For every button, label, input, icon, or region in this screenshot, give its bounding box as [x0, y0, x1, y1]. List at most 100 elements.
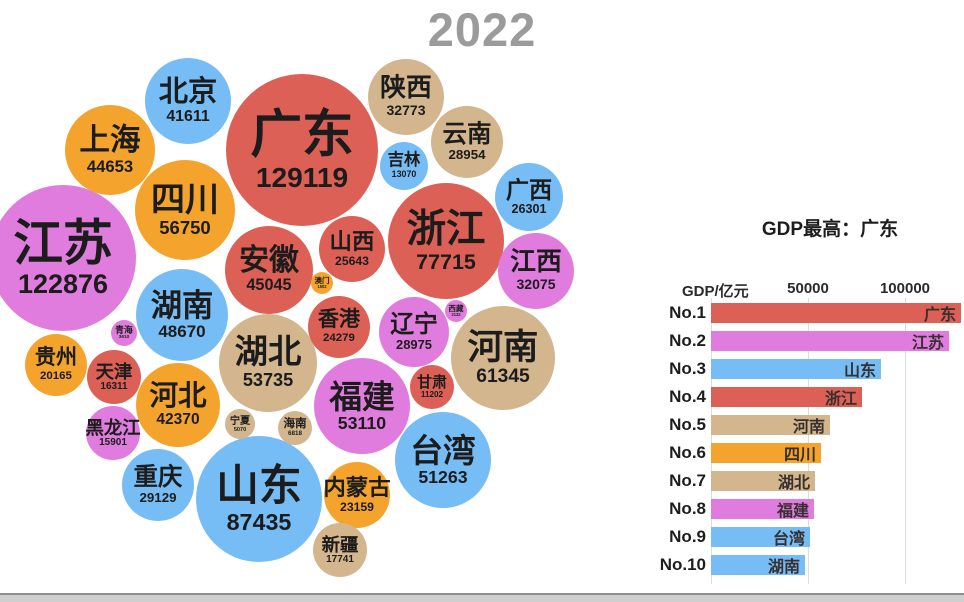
ranking-bar: 湖北 — [711, 471, 815, 492]
ranking-row: No.7 湖北 — [640, 471, 964, 492]
bar-region-label: 河南 — [792, 419, 825, 436]
rank-label: No.1 — [669, 303, 706, 322]
bubble-region-name: 浙江 — [406, 207, 486, 252]
rank-label: No.5 — [669, 415, 706, 434]
bubble-region-name: 四川 — [151, 180, 219, 219]
bubble-region-value: 15901 — [99, 436, 127, 448]
bottom-progress-strip — [0, 593, 964, 602]
bubble-region-value: 11202 — [420, 389, 444, 399]
bubble-region-name: 台湾 — [410, 431, 476, 469]
bubble-region-value: 41611 — [166, 108, 210, 126]
bubble: 台湾 51263 — [395, 412, 491, 508]
gridline — [808, 298, 809, 584]
bubble: 北京 41611 — [145, 58, 231, 144]
ranking-bar: 台湾 — [711, 527, 810, 548]
bubble-region-value: 56750 — [159, 217, 211, 239]
bubble-region-name: 江苏 — [13, 214, 113, 271]
bubble-region-name: 山西 — [329, 229, 375, 255]
bubble-region-name: 北京 — [158, 75, 218, 108]
ranking-bar: 福建 — [711, 499, 814, 520]
bubble: 浙江 77715 — [388, 183, 504, 299]
highest-gdp-label: GDP最高：广东 — [761, 219, 899, 240]
ranking-panel: GDP最高：广东 GDP/亿元 50000 100000 No.1 广东 No.2 江苏 N… — [640, 200, 964, 590]
bubble-region-name: 宁夏 — [229, 415, 251, 427]
bubble-region-value: 61345 — [476, 365, 530, 387]
bubble-region-name: 江西 — [510, 248, 562, 277]
bubble-region-name: 湖北 — [234, 334, 302, 372]
rank-label: No.10 — [659, 555, 706, 574]
rank-label: No.4 — [669, 387, 706, 406]
bubble-region-name: 香港 — [317, 308, 361, 332]
rank-label: No.8 — [669, 499, 706, 518]
bubble-region-value: 122876 — [17, 269, 109, 300]
bar-region-label: 浙江 — [824, 391, 857, 408]
bubble-region-name: 上海 — [79, 123, 141, 158]
bubble-region-value: 13070 — [391, 169, 417, 180]
bubble-region-name: 青海 — [115, 324, 133, 335]
rank-label: No.7 — [669, 471, 706, 490]
ranking-row: No.8 福建 — [640, 499, 964, 520]
bubble-region-value: 87435 — [226, 508, 292, 535]
bubble: 广西 26301 — [495, 163, 563, 231]
bubble-region-value: 53110 — [337, 413, 387, 434]
bubble-region-name: 辽宁 — [390, 311, 438, 339]
bar-region-label: 江苏 — [911, 335, 944, 352]
bubble-region-value: 23159 — [340, 499, 374, 514]
ranking-row: No.1 广东 — [640, 303, 964, 324]
ranking-bar: 广东 — [711, 303, 961, 324]
bubble: 河南 61345 — [451, 306, 555, 410]
bubble: 甘肃 11202 — [410, 365, 454, 409]
bubble-region-name: 福建 — [329, 377, 395, 415]
bubble: 西藏 2132 — [445, 300, 467, 322]
bubble-region-name: 吉林 — [387, 151, 421, 170]
bubble-region-value: 6818 — [288, 429, 302, 437]
bubble: 陕西 32773 — [368, 59, 444, 135]
bubble-region-value: 5070 — [233, 426, 247, 433]
bubble-region-name: 广西 — [505, 176, 553, 203]
bubble: 广东 129119 — [226, 74, 378, 226]
bubble-region-name: 海南 — [283, 418, 307, 431]
bubble-region-name: 陕西 — [380, 74, 432, 103]
ranking-bar: 江苏 — [711, 331, 949, 352]
bubble-region-value: 53735 — [242, 370, 294, 391]
bubble-region-value: 44653 — [86, 156, 134, 176]
bubble-region-name: 贵州 — [34, 346, 78, 370]
bar-region-label: 湖南 — [767, 559, 800, 576]
bubble-region-value: 25643 — [335, 253, 369, 268]
bubble-region-name: 黑龙江 — [85, 416, 141, 438]
ranking-bar: 湖南 — [711, 555, 805, 576]
bubble-chart: 广东 129119 江苏 122876 山东 87435 浙江 77715 河南 61345 四川 5… — [0, 58, 574, 577]
year-title: 2022 — [427, 3, 537, 56]
ranking-bar: 浙江 — [711, 387, 862, 408]
bar-region-label: 台湾 — [772, 531, 805, 548]
bubble-region-value: 28954 — [448, 147, 486, 163]
bubble-region-value: 3610 — [118, 335, 130, 341]
bubble: 吉林 13070 — [380, 142, 428, 190]
bubble-region-name: 河北 — [149, 380, 207, 413]
bubble-region-value: 2132 — [451, 311, 461, 317]
gridline — [905, 298, 906, 584]
bubble-region-name: 澳门 — [314, 275, 330, 285]
rank-label: No.9 — [669, 527, 706, 546]
bubble: 江西 32075 — [498, 233, 574, 309]
bubble-region-value: 45045 — [246, 276, 292, 295]
bubble-region-value: 32773 — [386, 102, 426, 119]
rank-label: No.3 — [669, 359, 706, 378]
bubble-region-value: 16311 — [100, 380, 128, 392]
ranking-row: No.5 河南 — [640, 415, 964, 436]
bubble-region-value: 17741 — [326, 553, 354, 565]
bubble: 湖南 48670 — [136, 269, 228, 361]
bubble: 河北 42370 — [136, 363, 220, 447]
ranking-bar: 山东 — [711, 359, 881, 380]
bubble: 福建 53110 — [314, 358, 410, 454]
bubble-region-value: 42370 — [156, 411, 200, 429]
bubble: 山西 25643 — [319, 216, 385, 282]
bubble-region-name: 云南 — [442, 120, 492, 148]
bar-region-label: 四川 — [783, 447, 816, 464]
bubble-region-name: 安徽 — [239, 244, 299, 278]
bubble-region-value: 51263 — [418, 467, 468, 488]
bubble-region-name: 河南 — [467, 327, 539, 367]
bubble: 黑龙江 15901 — [85, 406, 141, 460]
bubble: 重庆 29129 — [122, 449, 194, 521]
bar-region-label: 湖北 — [777, 475, 810, 492]
